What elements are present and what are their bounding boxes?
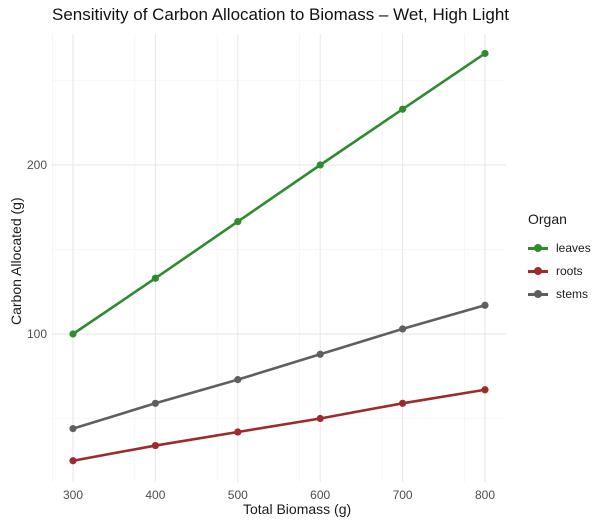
x-tick-label: 400 <box>145 488 165 502</box>
y-axis-ticks: 100 200 <box>27 158 47 341</box>
x-tick-label: 600 <box>310 488 330 502</box>
chart-title: Sensitivity of Carbon Allocation to Biom… <box>52 5 510 24</box>
legend-item-roots: roots <box>528 259 591 282</box>
data-point-roots <box>151 441 159 450</box>
x-tick-label: 700 <box>393 488 413 502</box>
data-point-stems <box>234 376 242 384</box>
legend: Organ leaves roots stems <box>528 211 591 305</box>
legend-dot-leaves <box>534 243 542 252</box>
legend-dot-stems <box>534 289 542 298</box>
x-axis-ticks: 300 400 500 600 700 800 <box>63 488 495 502</box>
series-roots <box>69 386 489 465</box>
data-point-roots <box>399 399 407 407</box>
legend-item-leaves: leaves <box>528 236 591 259</box>
series-line-stems <box>71 303 487 430</box>
legend-dot-roots <box>534 266 542 275</box>
legend-key-roots <box>528 266 548 276</box>
legend-label-stems: stems <box>556 286 589 301</box>
data-point-leaves <box>481 49 489 58</box>
x-tick-label: 800 <box>475 488 495 502</box>
data-point-roots <box>316 414 324 423</box>
y-axis-title: Carbon Allocated (g) <box>8 197 24 325</box>
legend-label-leaves: leaves <box>556 240 591 255</box>
x-tick-label: 500 <box>228 488 248 502</box>
series-line-roots <box>71 388 487 463</box>
data-point-leaves <box>69 330 77 338</box>
data-point-roots <box>481 386 489 394</box>
data-point-stems <box>481 301 489 309</box>
data-point-leaves <box>399 105 407 113</box>
data-point-stems <box>399 325 407 333</box>
y-tick-label: 100 <box>27 327 47 341</box>
y-tick-label: 200 <box>27 158 47 172</box>
x-axis-title: Total Biomass (g) <box>243 501 352 517</box>
series-leaves <box>69 49 489 338</box>
data-point-stems <box>316 350 324 358</box>
legend-key-stems <box>528 289 548 299</box>
legend-item-stems: stems <box>528 282 591 305</box>
data-point-roots <box>234 428 242 436</box>
legend-title: Organ <box>528 211 567 227</box>
data-point-stems <box>69 425 77 433</box>
legend-label-roots: roots <box>556 263 583 278</box>
series-stems <box>69 301 489 433</box>
data-point-leaves <box>234 218 242 226</box>
legend-key-leaves <box>528 243 548 253</box>
grid <box>52 34 506 482</box>
data-point-leaves <box>151 274 159 282</box>
series-line-leaves <box>71 52 487 336</box>
data-point-stems <box>151 399 159 407</box>
data-point-leaves <box>316 161 324 169</box>
x-tick-label: 300 <box>63 488 83 502</box>
data-point-roots <box>69 457 77 465</box>
